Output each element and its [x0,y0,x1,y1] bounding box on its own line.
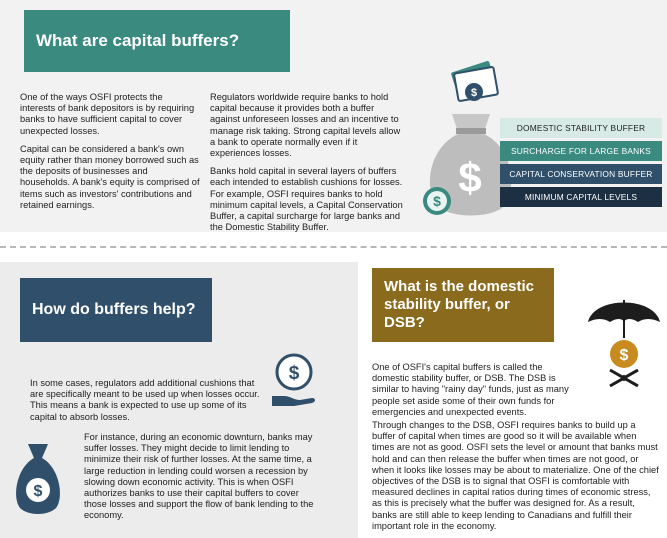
svg-text:$: $ [433,193,441,209]
paragraph: In some cases, regulators add additional… [30,378,260,422]
dsb-text-2: Through changes to the DSB, OSFI require… [372,420,660,538]
legend-minimum-capital-levels: MINIMUM CAPITAL LEVELS [500,187,662,207]
paragraph: One of the ways OSFI protects the intere… [20,92,195,136]
paragraph: One of OSFI's capital buffers is called … [372,362,569,417]
legend-label: DOMESTIC STABILITY BUFFER [516,123,646,133]
capital-buffers-title: What are capital buffers? [24,10,290,72]
svg-text:$: $ [289,363,300,384]
legend-capital-conservation-buffer: CAPITAL CONSERVATION BUFFER [500,164,662,184]
paragraph: Through changes to the DSB, OSFI require… [372,420,659,531]
hand-holding-coin-icon: $ [272,353,315,406]
buffers-help-text-1: In some cases, regulators add additional… [30,378,270,430]
svg-text:$: $ [34,483,43,500]
paragraph: Regulators worldwide require banks to ho… [210,92,401,159]
paragraph: For instance, during an economic downtur… [84,432,314,521]
section-divider [0,246,667,248]
capital-buffers-col1: One of the ways OSFI protects the intere… [20,92,200,218]
paragraph: Banks hold capital in several layers of … [210,166,403,233]
dsb-title: What is the domestic stability buffer, o… [372,268,554,342]
money-bag-icon: $ $ [429,61,512,216]
dsb-text-1: One of OSFI's capital buffers is called … [372,362,580,425]
svg-text:$: $ [458,154,481,201]
capital-buffers-col2: Regulators worldwide require banks to ho… [210,92,406,240]
svg-text:$: $ [471,87,477,99]
buffer-layers-legend: DOMESTIC STABILITY BUFFER SURCHARGE FOR … [500,118,662,210]
umbrella-icon: $ [588,300,660,388]
buffers-help-text-2: For instance, during an economic downtur… [84,432,318,529]
dollar-coin-icon: $ [423,187,451,215]
legend-label: MINIMUM CAPITAL LEVELS [524,192,638,202]
legend-surcharge-large-banks: SURCHARGE FOR LARGE BANKS [500,141,662,161]
legend-label: CAPITAL CONSERVATION BUFFER [509,169,653,179]
svg-text:$: $ [620,347,629,364]
legend-label: SURCHARGE FOR LARGE BANKS [511,146,651,156]
money-bag-icon: $ [16,444,60,514]
buffers-help-title: How do buffers help? [20,278,212,342]
legend-domestic-stability-buffer: DOMESTIC STABILITY BUFFER [500,118,662,138]
paragraph: Capital can be considered a bank's own e… [20,143,200,210]
